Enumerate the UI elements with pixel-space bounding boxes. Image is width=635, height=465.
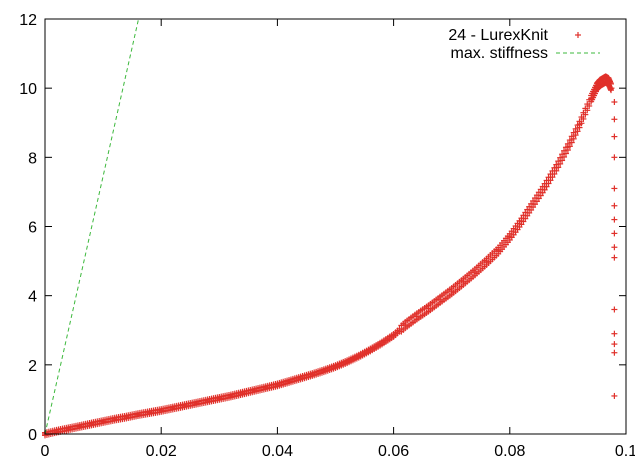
data-point: [611, 202, 618, 209]
y-tick-label: 10: [19, 81, 37, 98]
data-point: [100, 418, 107, 425]
data-point: [588, 95, 595, 102]
data-point: [495, 247, 502, 254]
x-tick-label: 0.1: [615, 443, 635, 460]
data-point: [332, 363, 339, 370]
series-band-lurexknit: [42, 73, 614, 439]
data-point: [506, 233, 513, 240]
y-tick-label: 12: [19, 12, 37, 29]
data-point: [367, 346, 374, 353]
data-point: [251, 387, 258, 394]
data-point: [390, 332, 397, 339]
data-point: [425, 305, 432, 312]
data-point: [611, 244, 618, 251]
series-line-max-stiffness: [44, 18, 140, 435]
data-point: [88, 420, 95, 427]
data-point: [530, 201, 537, 208]
y-tick-label: 8: [28, 150, 37, 167]
data-point: [262, 384, 269, 391]
data-point: [297, 374, 304, 381]
data-point: [274, 381, 281, 388]
data-point: [437, 296, 444, 303]
data-point: [227, 392, 234, 399]
data-point: [181, 402, 188, 409]
data-point: [65, 425, 72, 432]
data-point: [111, 416, 118, 423]
axis-layer: 0 0.02 0.04 0.06 0.08 0.1 0 2 4 6 8 10 12: [19, 12, 635, 460]
data-point: [611, 185, 618, 192]
data-point: [611, 154, 618, 161]
data-point: [611, 349, 618, 356]
y-tick-label: 2: [28, 358, 37, 375]
data-point: [134, 411, 141, 418]
data-point: [402, 322, 409, 329]
data-point: [344, 358, 351, 365]
data-point: [611, 341, 618, 348]
x-tick-label: 0: [41, 443, 50, 460]
data-point: [471, 269, 478, 276]
x-tick-label: 0.06: [378, 443, 409, 460]
x-tick-label: 0.04: [262, 443, 293, 460]
data-point: [448, 288, 455, 295]
data-point: [593, 83, 600, 90]
data-point: [611, 116, 618, 123]
data-point: [611, 392, 618, 399]
data-point: [611, 254, 618, 261]
series-layer: [42, 18, 618, 439]
data-point: [611, 133, 618, 140]
x-tick-label: 0.08: [494, 443, 525, 460]
legend-swatch-marker: [575, 32, 581, 38]
legend-label: max. stiffness: [450, 45, 548, 62]
data-point: [193, 400, 200, 407]
data-point: [320, 367, 327, 374]
data-point: [413, 313, 420, 320]
legend-label: 24 - LurexKnit: [448, 27, 548, 44]
data-point: [564, 143, 571, 150]
data-point: [169, 405, 176, 412]
data-point: [611, 330, 618, 337]
data-point: [483, 258, 490, 265]
data-point: [216, 395, 223, 402]
data-point: [204, 397, 211, 404]
data-point: [286, 378, 293, 385]
data-point: [123, 414, 130, 421]
data-point: [611, 306, 618, 313]
y-tick-label: 4: [28, 289, 37, 306]
y-tick-label: 6: [28, 220, 37, 237]
y-tick-label: 0: [28, 427, 37, 444]
data-point: [239, 390, 246, 397]
data-point: [53, 428, 60, 435]
data-point: [355, 353, 362, 360]
data-point: [76, 423, 83, 430]
plot-frame: [44, 18, 627, 435]
data-point: [541, 183, 548, 190]
data-point: [309, 371, 316, 378]
data-point: [576, 121, 583, 128]
data-point: [460, 278, 467, 285]
data-point: [608, 85, 615, 92]
data-point: [158, 407, 165, 414]
data-point: [146, 409, 153, 416]
data-point: [611, 99, 618, 105]
data-point: [553, 164, 560, 171]
data-point: [605, 78, 612, 85]
data-point: [611, 230, 618, 237]
data-point: [518, 218, 525, 225]
x-tick-label: 0.02: [146, 443, 177, 460]
data-point: [611, 216, 618, 223]
data-point: [378, 340, 385, 347]
